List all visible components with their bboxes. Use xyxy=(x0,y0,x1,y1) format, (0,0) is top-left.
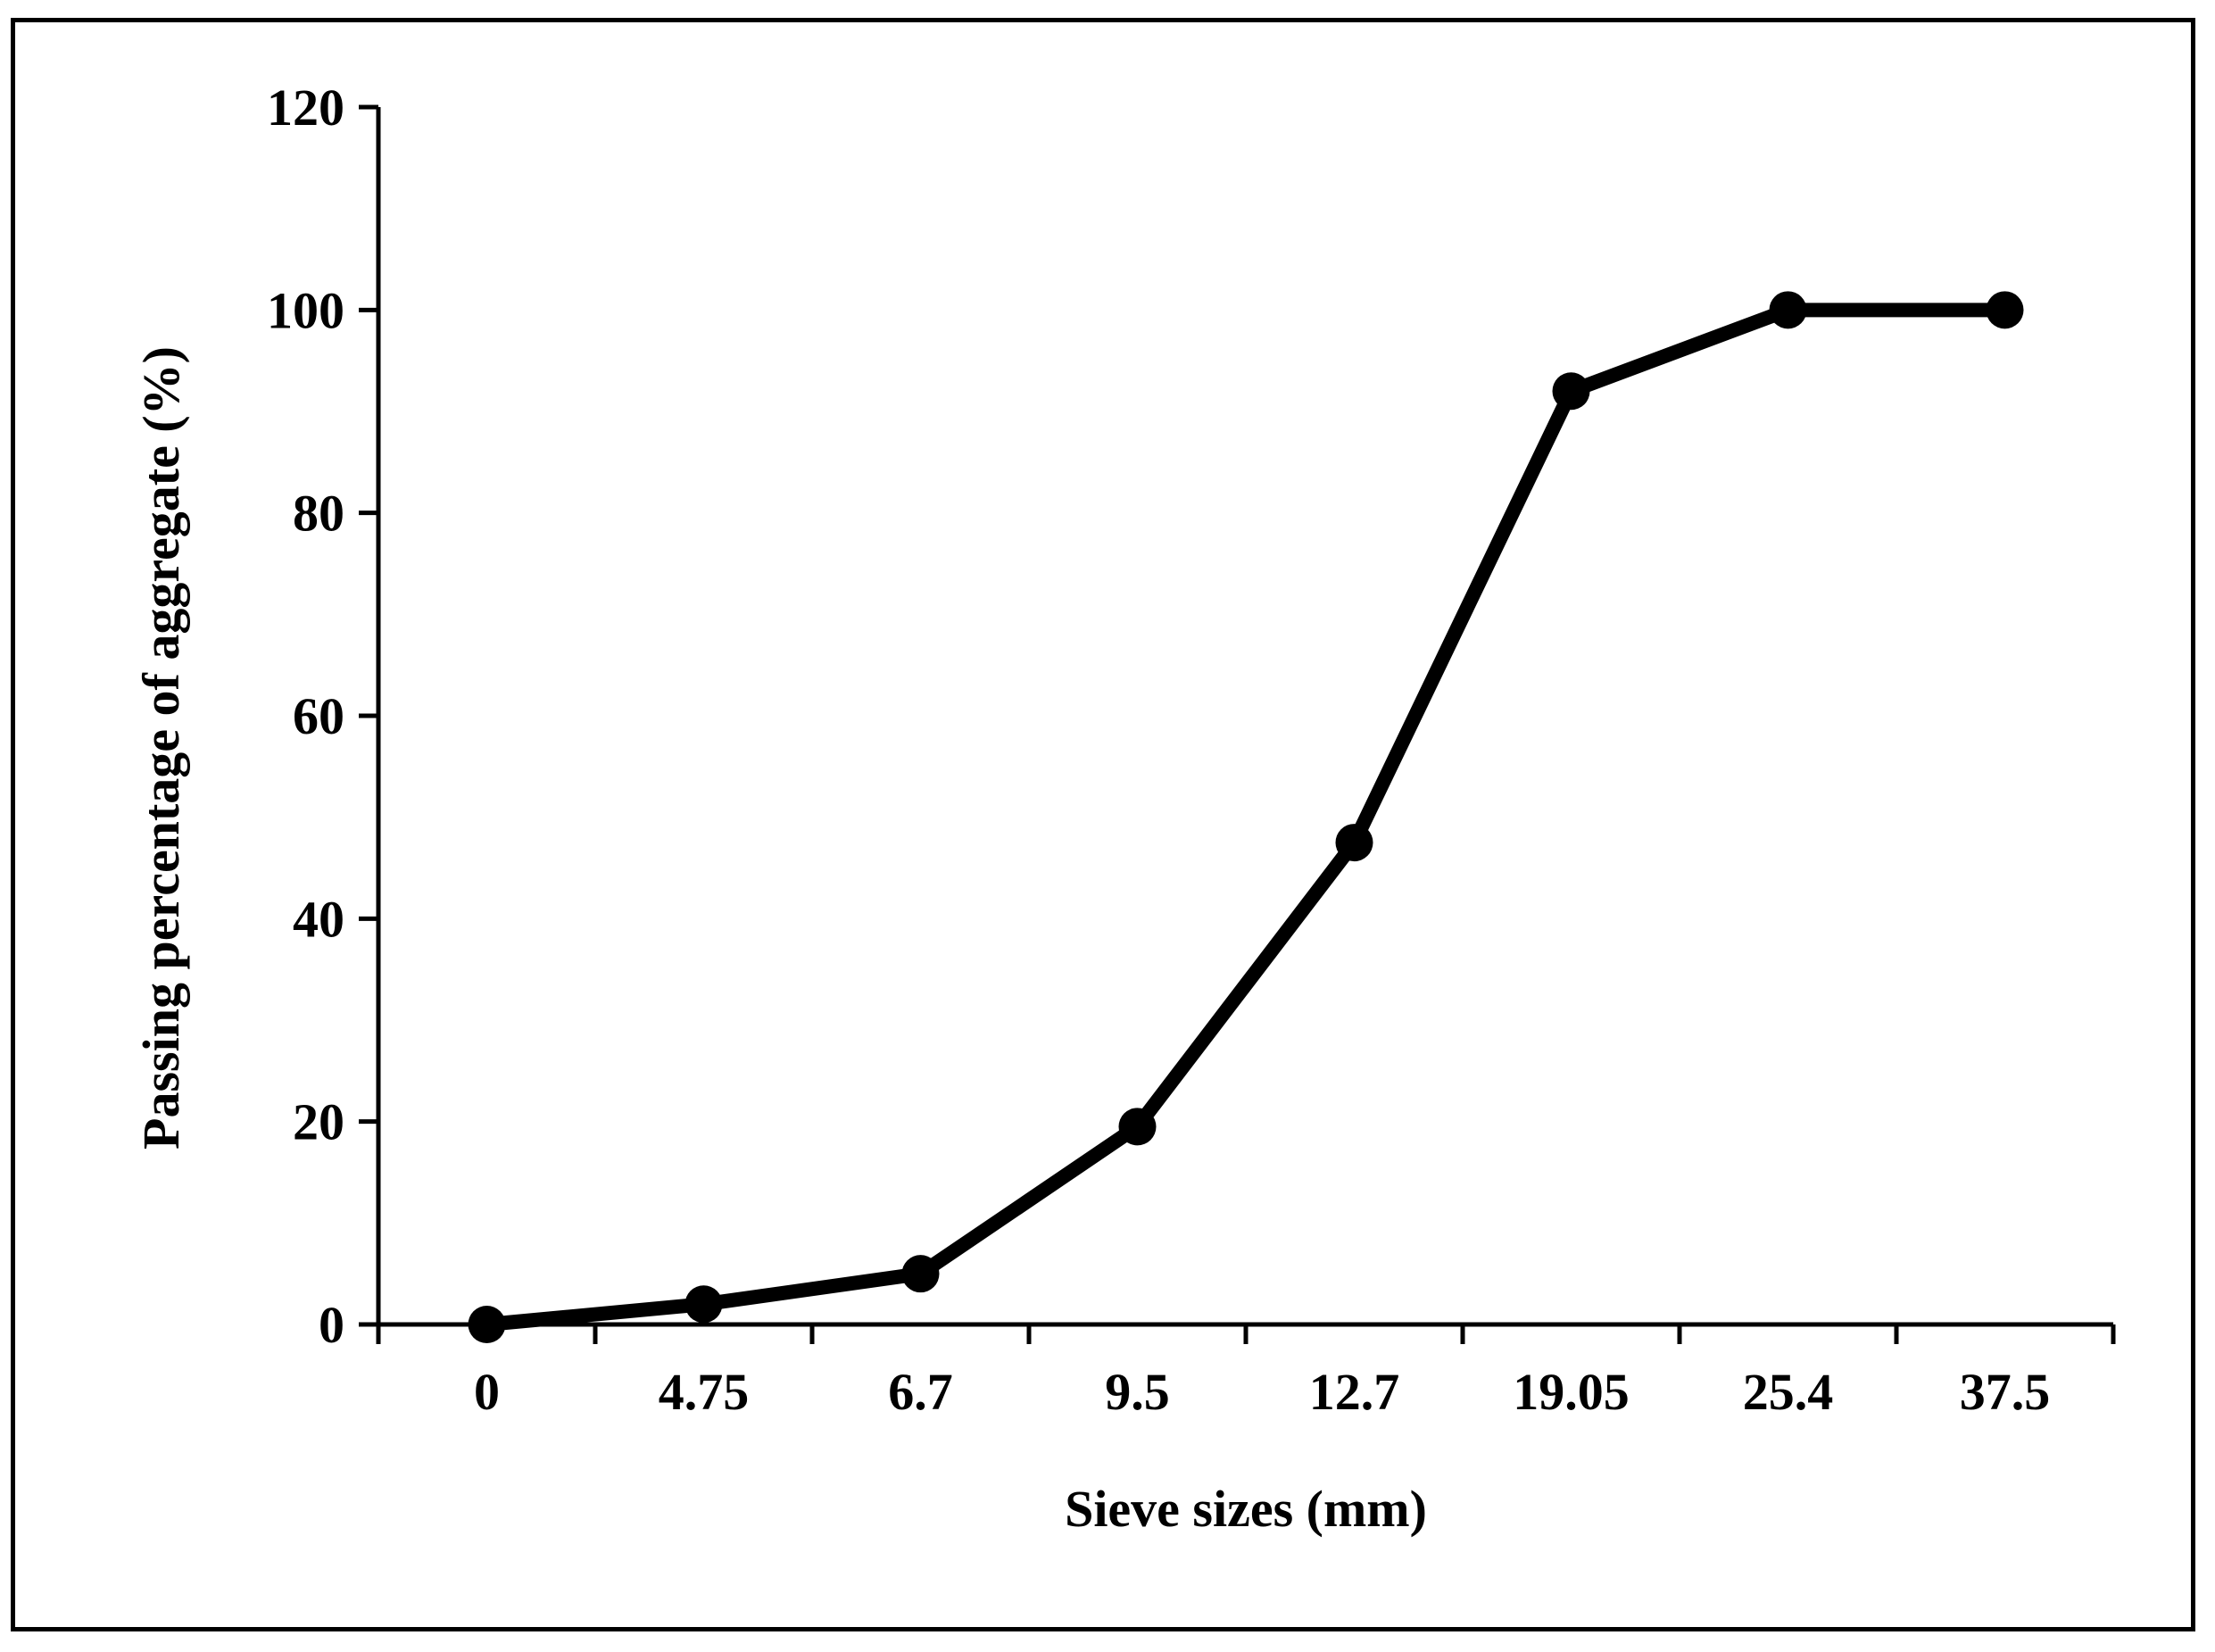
data-point xyxy=(684,1285,723,1324)
x-tick-label: 37.5 xyxy=(1960,1363,2051,1421)
data-point xyxy=(1552,372,1590,411)
y-axis-ticks: 0 20 40 60 80 100 120 xyxy=(267,79,378,1354)
x-tick-label: 12.7 xyxy=(1309,1363,1400,1421)
x-tick-label: 19.05 xyxy=(1513,1363,1630,1421)
x-tick-label: 6.7 xyxy=(888,1363,953,1421)
x-tick-label: 4.75 xyxy=(659,1363,750,1421)
x-axis-ticks: 0 4.75 6.7 9.5 12.7 19.05 25.4 37.5 xyxy=(376,1324,2116,1421)
data-point xyxy=(1335,824,1373,862)
y-tick-label: 100 xyxy=(267,281,344,339)
y-tick-label: 20 xyxy=(293,1093,344,1151)
y-tick-label: 60 xyxy=(293,687,344,745)
chart-frame xyxy=(11,18,2195,1631)
y-tick-label: 80 xyxy=(293,485,344,543)
y-tick-label: 40 xyxy=(293,890,344,948)
y-tick-label: 0 xyxy=(319,1296,344,1354)
y-axis-title: Passing percentage of aggregate (%) xyxy=(132,346,190,1150)
y-tick-label: 120 xyxy=(267,79,344,137)
x-tick-label: 0 xyxy=(474,1363,500,1421)
x-tick-label: 25.4 xyxy=(1743,1363,1834,1421)
x-axis-title: Sieve sizes (mm) xyxy=(1065,1480,1427,1538)
axis-titles: Sieve sizes (mm) Passing percentage of a… xyxy=(132,346,1427,1538)
series-line xyxy=(479,303,2012,1332)
series-points-group xyxy=(468,291,2024,1343)
x-tick-label: 9.5 xyxy=(1105,1363,1170,1421)
data-point xyxy=(1986,291,2024,329)
axes xyxy=(376,107,2113,1327)
data-point xyxy=(1769,291,1807,329)
data-point xyxy=(901,1255,940,1293)
series-line-group xyxy=(479,303,2012,1332)
data-point xyxy=(468,1306,506,1343)
data-point xyxy=(1118,1108,1157,1146)
